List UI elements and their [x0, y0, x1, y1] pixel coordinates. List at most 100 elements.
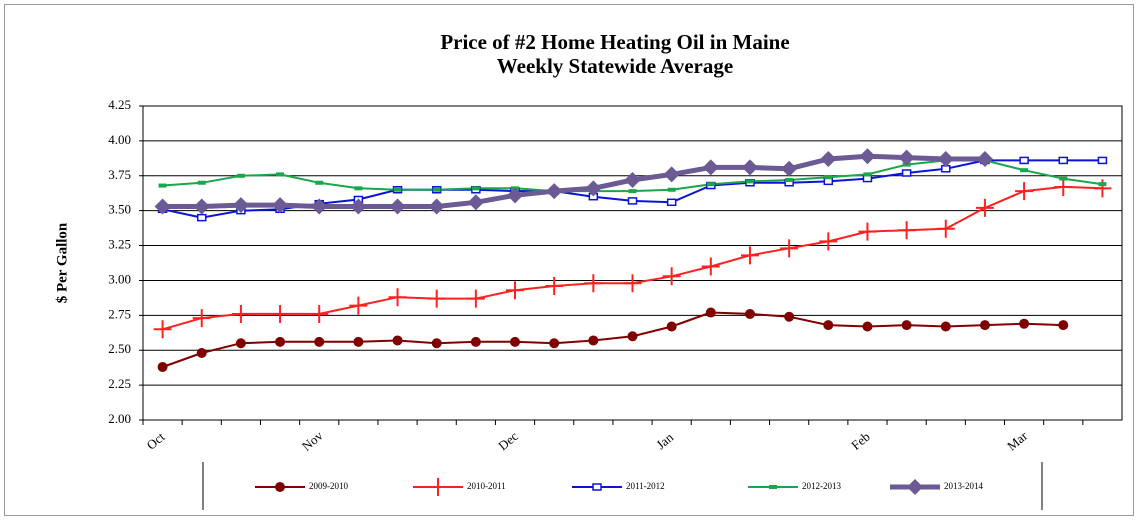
marker	[781, 160, 798, 177]
marker	[354, 186, 363, 191]
marker	[470, 336, 481, 347]
legend-label: 2012-2013	[802, 481, 841, 491]
marker	[740, 246, 759, 265]
marker	[940, 321, 951, 332]
marker	[901, 320, 912, 331]
marker	[1019, 318, 1030, 329]
marker	[1054, 177, 1073, 196]
marker	[706, 182, 715, 187]
marker	[745, 179, 754, 184]
marker	[275, 336, 286, 347]
y-tick-label: 2.75	[108, 306, 131, 321]
marker	[1058, 320, 1069, 331]
marker	[785, 177, 794, 182]
legend-marker	[907, 479, 923, 495]
frame	[4, 4, 1134, 516]
marker	[350, 198, 367, 215]
marker	[314, 336, 325, 347]
marker	[272, 197, 289, 214]
marker	[979, 320, 990, 331]
marker	[975, 198, 994, 217]
marker	[1020, 168, 1029, 173]
chart-title: Price of #2 Home Heating Oil in Maine	[440, 30, 789, 54]
marker	[389, 198, 406, 215]
y-tick-label: 3.50	[108, 202, 131, 217]
marker	[393, 187, 402, 192]
legend-marker	[592, 483, 602, 491]
marker	[584, 274, 603, 293]
marker	[628, 189, 637, 194]
x-tick-label: Oct	[144, 429, 168, 453]
marker	[545, 277, 564, 296]
marker	[510, 336, 521, 347]
marker	[819, 232, 838, 251]
marker	[824, 175, 833, 180]
marker	[820, 151, 837, 168]
marker	[976, 151, 993, 168]
marker	[431, 338, 442, 349]
x-tick-label: Nov	[299, 428, 326, 454]
x-tick-label: Dec	[495, 428, 521, 453]
marker	[1058, 156, 1069, 165]
marker	[862, 174, 873, 183]
marker	[231, 304, 250, 323]
marker	[471, 186, 480, 191]
y-tick-label: 2.00	[108, 411, 131, 426]
marker	[1098, 182, 1107, 187]
marker	[662, 267, 681, 286]
marker	[623, 274, 642, 293]
legend-label: 2013-2014	[944, 481, 983, 491]
marker	[741, 159, 758, 176]
marker	[506, 281, 525, 300]
marker	[157, 361, 168, 372]
marker	[1097, 156, 1108, 165]
marker	[232, 197, 249, 214]
marker	[1019, 156, 1029, 165]
marker	[1015, 182, 1034, 201]
marker	[823, 320, 834, 331]
marker	[546, 183, 563, 200]
marker	[466, 289, 485, 308]
plot-area	[142, 105, 1123, 421]
legend-label: 2009-2010	[309, 481, 348, 491]
legend-marker	[769, 485, 777, 489]
marker	[937, 151, 954, 168]
marker	[1059, 176, 1068, 181]
y-tick-label: 3.00	[108, 271, 131, 286]
y-tick-label: 3.75	[108, 167, 131, 182]
legend-marker	[275, 482, 285, 492]
marker	[197, 180, 206, 185]
marker	[153, 320, 172, 339]
marker	[507, 187, 524, 204]
marker	[427, 289, 446, 308]
chart-subtitle: Weekly Statewide Average	[497, 54, 733, 78]
x-tick-label: Feb	[848, 429, 873, 453]
marker	[862, 321, 873, 332]
marker	[158, 183, 167, 188]
y-tick-label: 2.25	[108, 376, 131, 391]
y-tick-label: 3.25	[108, 237, 131, 252]
marker	[784, 311, 795, 322]
marker	[193, 198, 210, 215]
marker	[349, 296, 368, 315]
marker	[858, 222, 877, 241]
x-tick-label: Jan	[653, 429, 676, 452]
series-line	[162, 153, 985, 209]
marker	[315, 180, 324, 185]
marker	[388, 288, 407, 307]
marker	[823, 177, 834, 186]
legend-label: 2010-2011	[467, 481, 506, 491]
x-tick-label: Mar	[1004, 428, 1031, 454]
marker	[936, 219, 955, 238]
marker	[701, 257, 720, 276]
y-axis-label: $ Per Gallon	[54, 222, 70, 303]
marker	[428, 198, 445, 215]
series-line	[162, 311, 1064, 368]
marker	[549, 338, 560, 349]
marker	[588, 335, 599, 346]
marker	[863, 172, 872, 177]
marker	[627, 331, 638, 342]
marker	[859, 148, 876, 165]
marker	[271, 304, 290, 323]
marker	[666, 198, 677, 207]
